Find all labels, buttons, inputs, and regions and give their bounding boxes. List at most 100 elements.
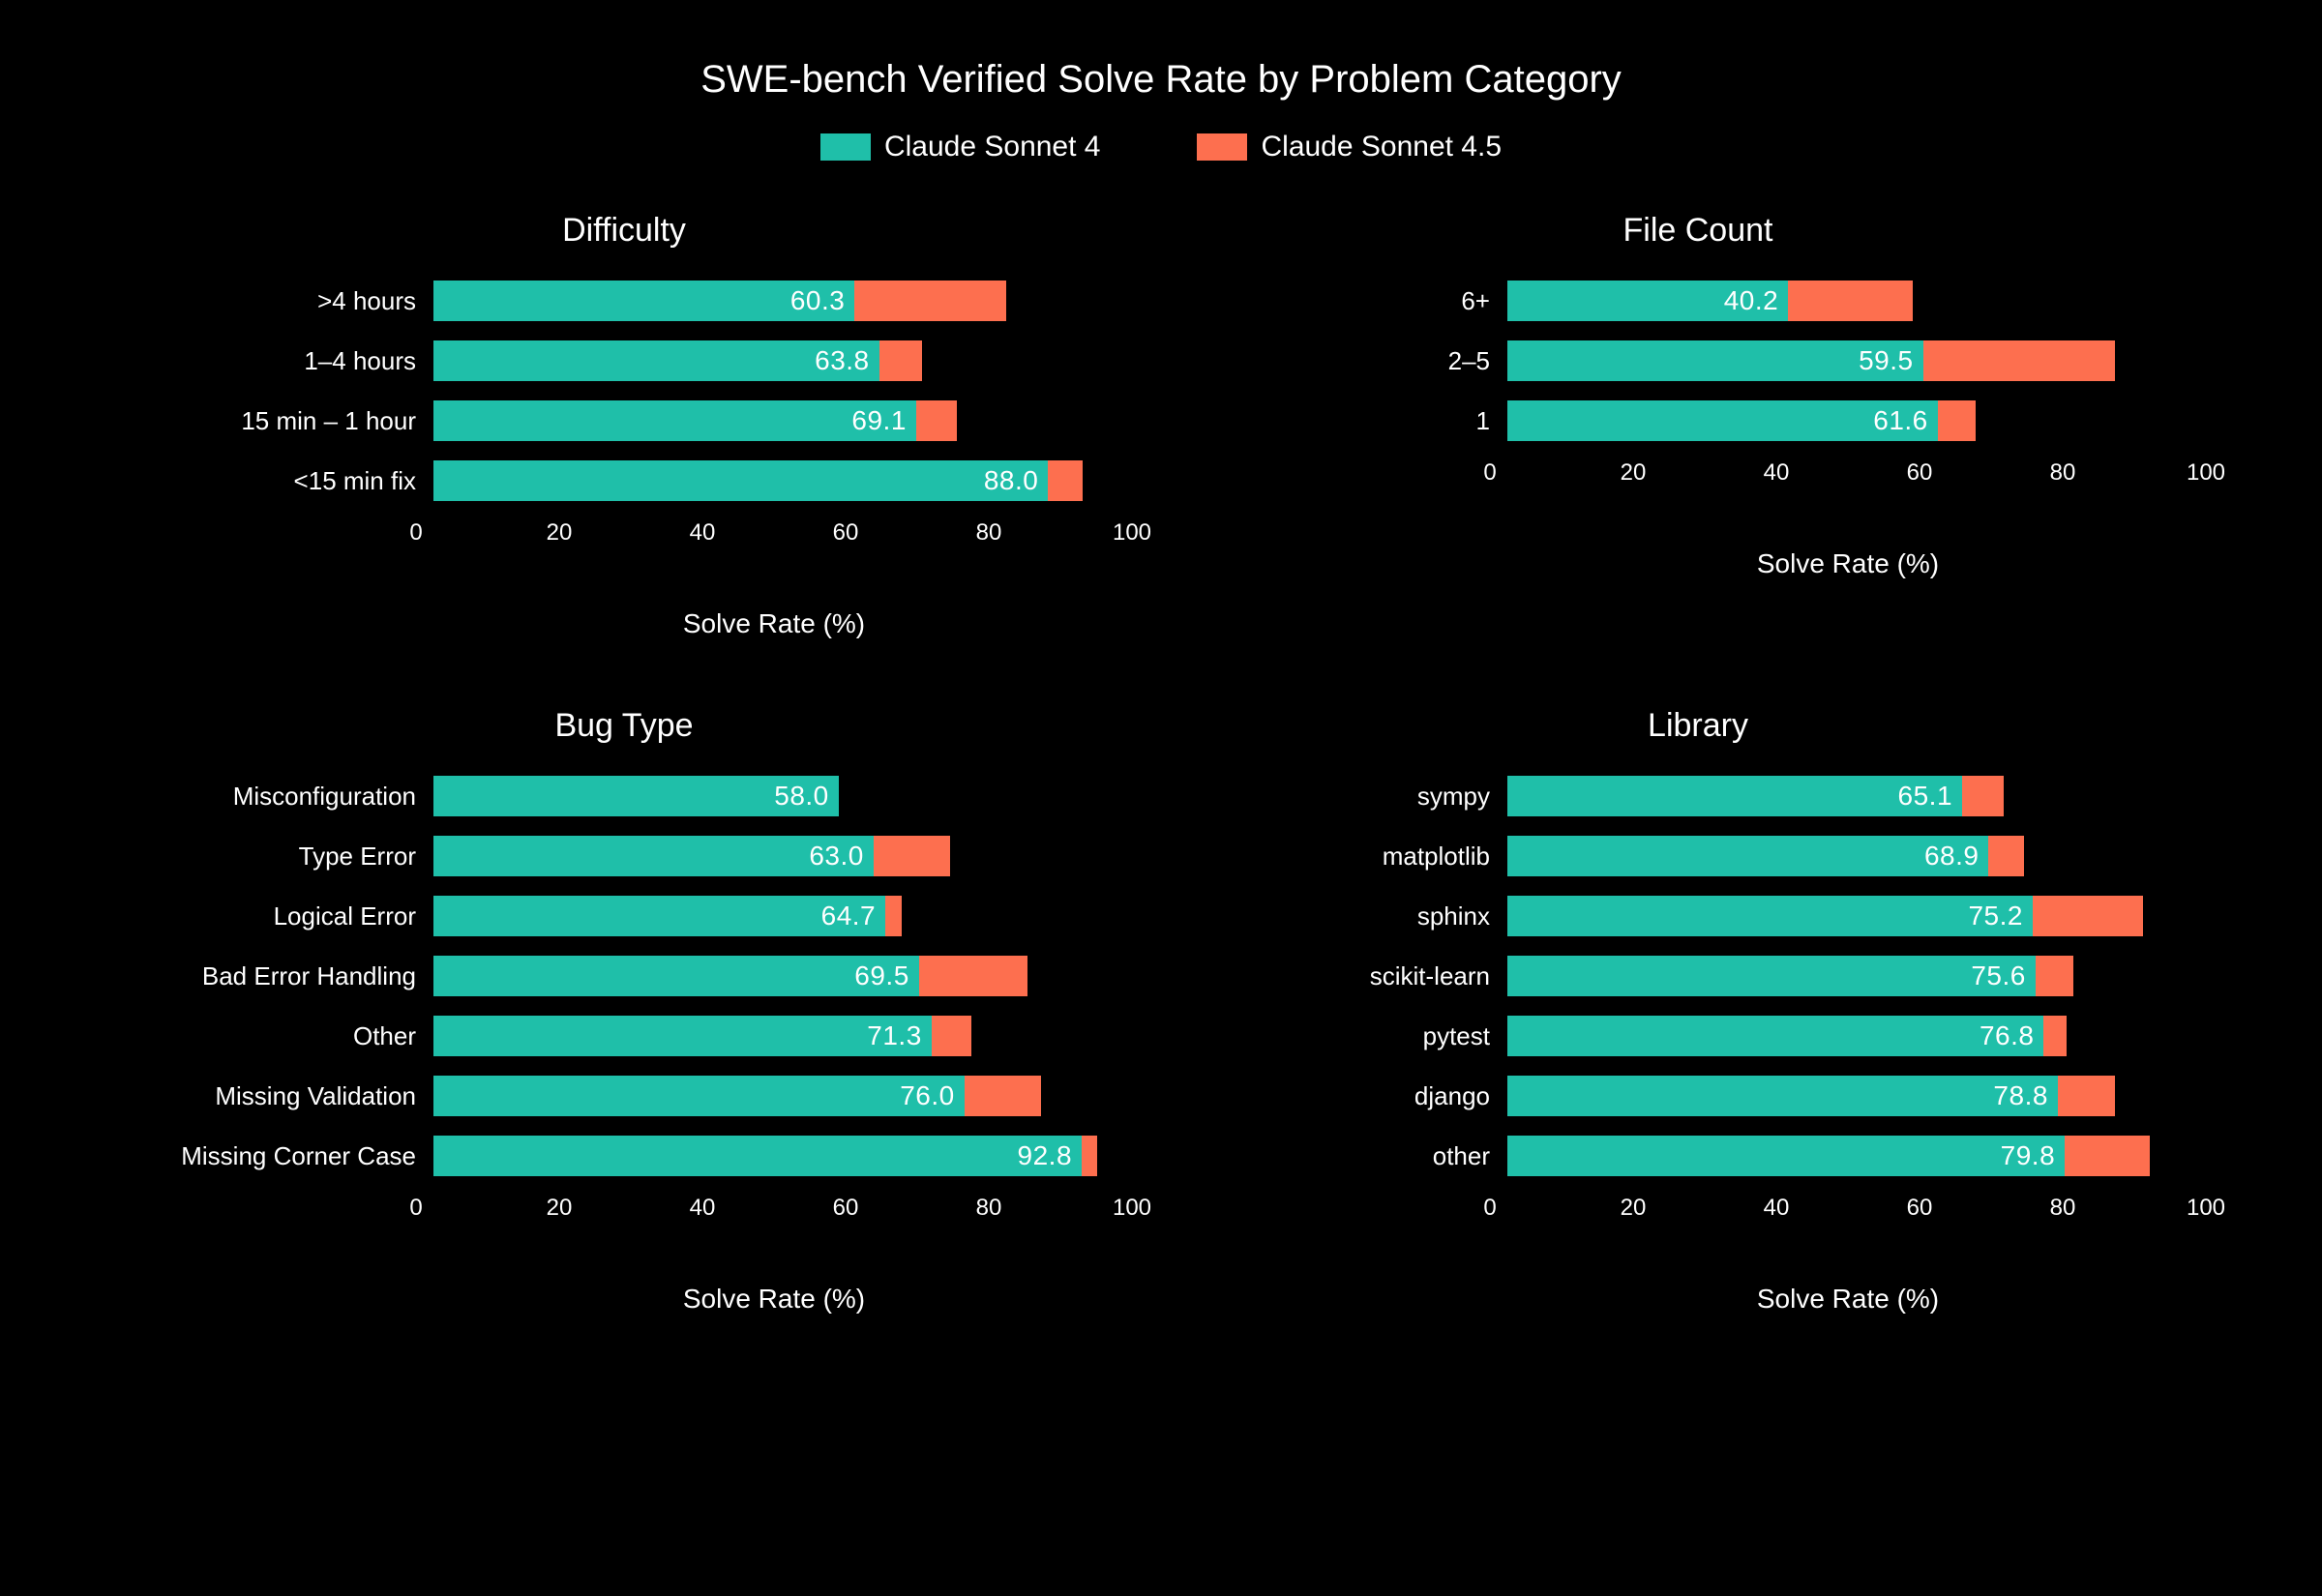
x-tick-label: 20	[1621, 1195, 1647, 1222]
bar-prev-value: 88.0	[984, 465, 1039, 496]
bar-delta	[932, 1016, 971, 1056]
bar-prev: 71.3	[433, 1016, 932, 1056]
panel: Difficulty >4 hours60.3 1–4 hours63.8 15 mi…	[116, 212, 1132, 639]
panel: Librarysympy65.1matplotlib68.9sphinx75.2…	[1190, 707, 2206, 1315]
bar-prev-value: 75.6	[1971, 961, 2026, 991]
chart-title: SWE-bench Verified Solve Rate by Problem…	[77, 58, 2245, 102]
x-axis: 020406080100	[1490, 455, 2206, 514]
bar-prev: 69.5	[433, 956, 919, 996]
bar-prev: 68.9	[1507, 836, 1988, 876]
x-tick-label: 20	[547, 519, 573, 547]
bar-delta	[1048, 460, 1083, 501]
bar-prev-value: 76.8	[1980, 1020, 2035, 1051]
panel: File Count6+40.22–559.5161.6020406080100…	[1190, 212, 2206, 639]
legend-item-delta: Claude Sonnet 4.5	[1197, 131, 1502, 163]
panel-title: Bug Type	[116, 707, 1132, 745]
row-label: pytest	[1190, 1021, 1507, 1051]
legend-label-delta: Claude Sonnet 4.5	[1261, 131, 1502, 163]
bar-delta	[916, 400, 958, 441]
bar-delta	[1082, 1136, 1097, 1176]
bar-prev-value: 68.9	[1924, 841, 1980, 872]
x-tick-label: 20	[1621, 459, 1647, 487]
panel-rows: 6+40.22–559.5161.6	[1190, 275, 2206, 447]
bar-prev: 69.1	[433, 400, 916, 441]
x-axis-title: Solve Rate (%)	[1490, 1284, 2206, 1315]
bar-prev-value: 63.0	[809, 841, 864, 872]
panel-rows: sympy65.1matplotlib68.9sphinx75.2scikit-…	[1190, 770, 2206, 1182]
legend-swatch-prev	[820, 133, 871, 161]
row-bar-area: 79.8	[1507, 1130, 2206, 1182]
bar-delta	[965, 1076, 1041, 1116]
x-tick-label: 60	[1907, 459, 1933, 487]
row-label: >4 hours	[116, 286, 433, 316]
bar-prev: 63.0	[433, 836, 874, 876]
bar-row: >4 hours60.3	[116, 275, 1132, 327]
x-tick-label: 60	[833, 1195, 859, 1222]
x-tick-label: 40	[690, 519, 716, 547]
bar-prev: 65.1	[1507, 776, 1962, 816]
bar-row: matplotlib 68.9	[1190, 830, 2206, 882]
row-bar-area: 63.0	[433, 830, 1132, 882]
row-label: Missing Corner Case	[116, 1141, 433, 1171]
row-label: 2–5	[1190, 346, 1507, 376]
row-bar-area: 60.3	[433, 275, 1132, 327]
x-tick-label: 60	[1907, 1195, 1933, 1222]
panel-rows: >4 hours60.3 1–4 hours63.8 15 min – 1 hour…	[116, 275, 1132, 507]
row-label: 1–4 hours	[116, 346, 433, 376]
bar-prev: 79.8	[1507, 1136, 2065, 1176]
row-label: Bad Error Handling	[116, 961, 433, 991]
row-label: 6+	[1190, 286, 1507, 316]
bar-prev: 75.2	[1507, 896, 2033, 936]
row-label: matplotlib	[1190, 842, 1507, 872]
bar-row: django78.8	[1190, 1070, 2206, 1122]
x-tick-label: 100	[1113, 1195, 1151, 1222]
bar-delta	[1923, 340, 2116, 381]
bar-delta	[1962, 776, 2004, 816]
x-axis: 020406080100	[416, 515, 1132, 574]
x-tick-label: 40	[1764, 459, 1790, 487]
x-axis: 020406080100	[1490, 1190, 2206, 1249]
bar-row: Other71.3	[116, 1010, 1132, 1062]
bar-row: Type Error63.0	[116, 830, 1132, 882]
row-label: django	[1190, 1081, 1507, 1111]
x-tick-label: 80	[2050, 1195, 2076, 1222]
x-tick-label: 0	[1483, 459, 1496, 487]
row-bar-area: 76.8	[1507, 1010, 2206, 1062]
row-bar-area: 40.2	[1507, 275, 2206, 327]
panel: Bug Type Misconfiguration58.0 Type Error63…	[116, 707, 1132, 1315]
row-bar-area: 76.0	[433, 1070, 1132, 1122]
panel-title: Difficulty	[116, 212, 1132, 250]
legend-item-prev: Claude Sonnet 4	[820, 131, 1101, 163]
bar-row: Misconfiguration58.0	[116, 770, 1132, 822]
row-bar-area: 75.2	[1507, 890, 2206, 942]
row-label: other	[1190, 1141, 1507, 1171]
row-bar-area: 75.6	[1507, 950, 2206, 1002]
bar-prev-value: 58.0	[774, 781, 829, 812]
row-bar-area: 59.5	[1507, 335, 2206, 387]
bar-prev: 88.0	[433, 460, 1048, 501]
row-bar-area: 58.0	[433, 770, 1132, 822]
x-tick-label: 100	[2187, 459, 2225, 487]
row-bar-area: 69.5	[433, 950, 1132, 1002]
row-label: Other	[116, 1021, 433, 1051]
bar-prev: 64.7	[433, 896, 885, 936]
bar-prev: 61.6	[1507, 400, 1938, 441]
bar-delta	[2036, 956, 2073, 996]
bar-delta	[1938, 400, 1976, 441]
x-tick-label: 0	[1483, 1195, 1496, 1222]
bar-row: 1–4 hours63.8	[116, 335, 1132, 387]
bar-delta	[919, 956, 1027, 996]
bar-row: pytest 76.8	[1190, 1010, 2206, 1062]
row-label: <15 min fix	[116, 466, 433, 496]
row-label: Logical Error	[116, 901, 433, 931]
x-axis-title: Solve Rate (%)	[416, 1284, 1132, 1315]
row-label: scikit-learn	[1190, 961, 1507, 991]
bar-delta	[2033, 896, 2143, 936]
row-label: 15 min – 1 hour	[116, 406, 433, 436]
row-bar-area: 71.3	[433, 1010, 1132, 1062]
legend-swatch-delta	[1197, 133, 1247, 161]
bar-prev: 78.8	[1507, 1076, 2058, 1116]
bar-prev-value: 40.2	[1724, 285, 1779, 316]
bar-delta	[879, 340, 923, 381]
row-bar-area: 68.9	[1507, 830, 2206, 882]
